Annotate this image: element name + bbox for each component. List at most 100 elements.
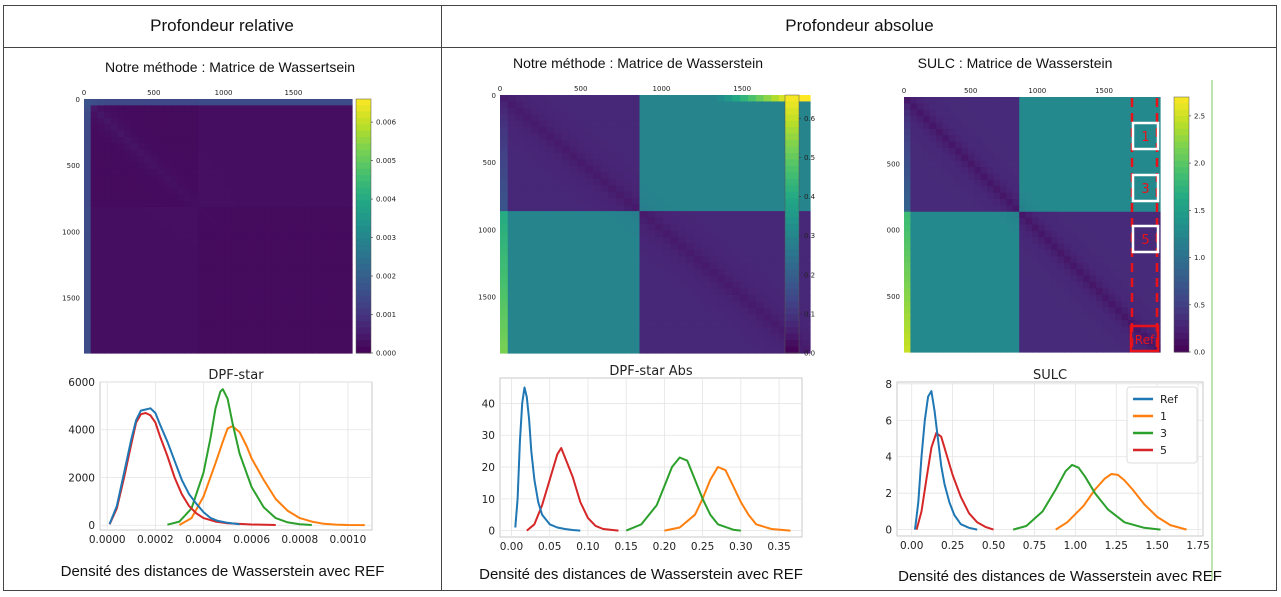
heatmap-cell bbox=[779, 320, 788, 328]
heatmap-cell bbox=[1051, 237, 1059, 245]
heatmap-cell bbox=[318, 194, 326, 202]
heatmap-cell bbox=[1025, 326, 1033, 334]
heatmap-cell bbox=[980, 103, 988, 111]
heatmap-cell bbox=[523, 346, 532, 354]
heatmap-cell bbox=[993, 211, 1001, 219]
heatmap-cell bbox=[600, 288, 610, 296]
heatmap-cell bbox=[562, 146, 571, 154]
heatmap-cell bbox=[531, 153, 540, 161]
heatmap-cell bbox=[224, 143, 232, 151]
heatmap-cell bbox=[929, 199, 937, 206]
heatmap-cell bbox=[1070, 313, 1078, 321]
heatmap-cell bbox=[137, 181, 145, 189]
heatmap-cell bbox=[311, 226, 320, 233]
heatmap-cell bbox=[686, 224, 695, 232]
colorbar-tick-label: 0.1 bbox=[804, 310, 815, 318]
heatmap-cell bbox=[278, 156, 286, 164]
heatmap-cell bbox=[311, 99, 320, 106]
heatmap-cell bbox=[980, 97, 988, 104]
heatmap-cell bbox=[686, 153, 695, 161]
heatmap-cell bbox=[686, 185, 695, 193]
heatmap-cell bbox=[507, 146, 517, 154]
heatmap-cell bbox=[224, 302, 232, 310]
heatmap-cell bbox=[90, 264, 98, 272]
heatmap-cell bbox=[655, 95, 664, 103]
heatmap-cell bbox=[647, 165, 656, 173]
heatmap-cell bbox=[1140, 307, 1148, 315]
heatmap-cell bbox=[608, 159, 617, 167]
heatmap-cell bbox=[258, 206, 266, 214]
heatmap-cell bbox=[345, 194, 353, 202]
heatmap-cell bbox=[569, 101, 579, 109]
heatmap-cell bbox=[251, 257, 259, 265]
heatmap-cell bbox=[616, 249, 625, 257]
heatmap-cell bbox=[1025, 262, 1033, 270]
heatmap-cell bbox=[244, 200, 253, 208]
heatmap-cell bbox=[600, 327, 610, 335]
heatmap-cell bbox=[779, 282, 788, 290]
heatmap-cell bbox=[318, 137, 326, 145]
heatmap-cell bbox=[1121, 103, 1129, 111]
heatmap-cell bbox=[802, 185, 811, 193]
heatmap-cell bbox=[137, 270, 145, 278]
heatmap-cell bbox=[137, 226, 145, 233]
caption-abs-ours: Densité des distances de Wasserstein ave… bbox=[479, 566, 803, 583]
heatmap-cell bbox=[1089, 288, 1097, 296]
heatmap-cell bbox=[157, 149, 165, 157]
heatmap-cell bbox=[955, 339, 963, 347]
heatmap-cell bbox=[993, 192, 1001, 200]
heatmap-cell bbox=[318, 289, 326, 297]
heatmap-cell bbox=[1057, 173, 1065, 181]
heatmap-cell bbox=[1134, 332, 1142, 340]
heatmap-cell bbox=[285, 308, 293, 316]
heatmap-cell bbox=[238, 162, 246, 170]
heatmap-cell bbox=[157, 245, 165, 252]
heatmap-cell bbox=[1006, 269, 1014, 277]
heatmap-cell bbox=[338, 327, 346, 335]
heatmap-cell bbox=[104, 105, 112, 113]
heatmap-cell bbox=[740, 127, 749, 135]
heatmap-cell bbox=[980, 224, 988, 232]
heatmap-cell bbox=[961, 192, 969, 200]
heatmap-cell bbox=[577, 172, 586, 180]
heatmap-cell bbox=[608, 185, 617, 193]
heatmap-cell bbox=[1096, 192, 1103, 200]
heatmap-cell bbox=[779, 327, 788, 335]
heatmap-cell bbox=[936, 326, 943, 334]
heatmap-cell bbox=[608, 262, 617, 270]
heatmap-cell bbox=[1019, 332, 1027, 340]
heatmap-cell bbox=[771, 269, 780, 277]
heatmap-cell bbox=[993, 116, 1001, 124]
heatmap-cell bbox=[639, 107, 648, 115]
heatmap-cell bbox=[755, 282, 765, 290]
heatmap-cell bbox=[647, 282, 656, 290]
heatmap-cell bbox=[1051, 269, 1059, 277]
heatmap-cell bbox=[600, 211, 610, 219]
heatmap-cell bbox=[670, 230, 679, 238]
heatmap-cell bbox=[904, 243, 911, 251]
heatmap-cell bbox=[1044, 243, 1052, 251]
heatmap-cell bbox=[987, 109, 995, 117]
heatmap-cell bbox=[1134, 179, 1142, 187]
heatmap-cell bbox=[515, 327, 524, 335]
heatmap-cell bbox=[948, 109, 956, 117]
heatmap-cell bbox=[124, 289, 132, 297]
heatmap-cell bbox=[97, 283, 105, 291]
heatmap-cell bbox=[923, 243, 931, 251]
heatmap-cell bbox=[693, 269, 703, 277]
heatmap-cell bbox=[1006, 116, 1014, 124]
heatmap-cell bbox=[1032, 313, 1039, 321]
heatmap-cell bbox=[942, 97, 950, 104]
heatmap-cell bbox=[251, 251, 259, 259]
heatmap-cell bbox=[84, 168, 92, 176]
heatmap-cell bbox=[97, 346, 105, 354]
heatmap-cell bbox=[948, 339, 956, 347]
heatmap-cell bbox=[500, 307, 509, 315]
heatmap-cell bbox=[585, 114, 594, 122]
heatmap-cell bbox=[724, 146, 734, 154]
heatmap-cell bbox=[144, 219, 152, 227]
heatmap-cell bbox=[144, 200, 152, 208]
heatmap-cell bbox=[251, 137, 259, 145]
heatmap-cell bbox=[523, 249, 532, 257]
heatmap-cell bbox=[204, 226, 212, 233]
